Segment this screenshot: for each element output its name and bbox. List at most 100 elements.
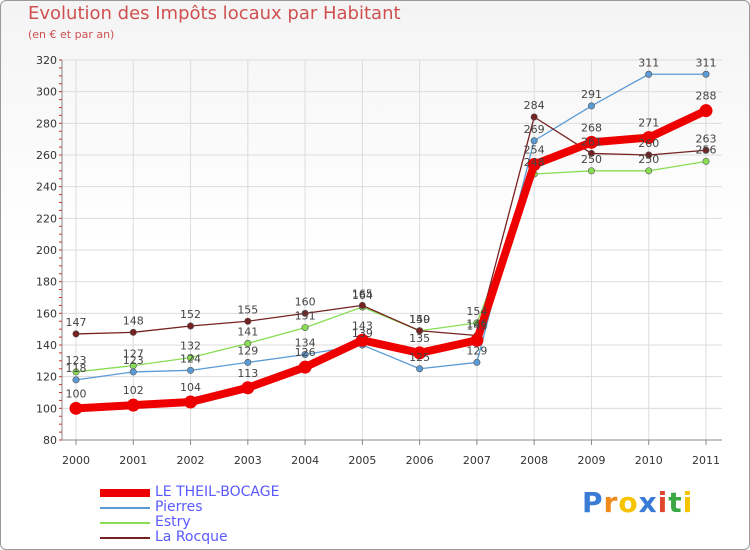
legend-swatch [100, 488, 150, 497]
data-point-2 [187, 354, 195, 362]
data-point-3 [72, 330, 80, 338]
data-point-3 [301, 309, 309, 317]
legend-swatch [100, 521, 150, 524]
data-label-3: 155 [237, 303, 258, 316]
x-tick-label: 2010 [635, 454, 663, 467]
data-label-0: 104 [180, 381, 201, 394]
data-point-0 [241, 381, 255, 395]
legend-swatch [100, 506, 150, 509]
series-line-3 [75, 116, 707, 337]
data-point-1 [129, 368, 137, 376]
data-label-0: 254 [524, 144, 545, 157]
x-tick-label: 2006 [406, 454, 434, 467]
y-tick-label: 100 [36, 402, 57, 415]
data-label-3: 261 [581, 135, 602, 148]
data-point-3 [645, 151, 653, 159]
x-tick-label: 2001 [119, 454, 147, 467]
data-label-3: 165 [352, 287, 373, 300]
data-label-1: 129 [466, 344, 487, 357]
x-tick-label: 2009 [577, 454, 605, 467]
data-label-1: 269 [524, 123, 545, 136]
data-label-2: 164 [352, 289, 373, 302]
y-tick-label: 160 [36, 307, 57, 320]
x-tick-label: 2007 [463, 454, 491, 467]
data-point-2 [129, 362, 137, 370]
data-point-1 [702, 70, 710, 78]
data-label-3: 284 [524, 99, 545, 112]
data-point-2 [645, 167, 653, 175]
series-line-2 [75, 160, 707, 373]
data-point-2 [72, 368, 80, 376]
data-label-3: 263 [696, 132, 717, 145]
data-label-3: 152 [180, 308, 201, 321]
y-tick-label: 260 [36, 149, 57, 162]
data-point-1 [473, 358, 481, 366]
data-label-2: 132 [180, 340, 201, 353]
data-label-0: 268 [581, 121, 602, 134]
y-tick-label: 320 [36, 54, 57, 67]
y-tick-label: 200 [36, 244, 57, 257]
data-label-3: 146 [466, 318, 487, 331]
data-point-3 [530, 113, 538, 121]
x-tick-label: 2008 [520, 454, 548, 467]
data-label-0: 113 [237, 367, 258, 380]
data-point-1 [530, 137, 538, 145]
data-point-3 [129, 328, 137, 336]
data-label-0: 135 [409, 332, 430, 345]
data-point-3 [587, 149, 595, 157]
data-label-1: 125 [409, 351, 430, 364]
data-label-0: 100 [66, 387, 87, 400]
data-point-3 [187, 322, 195, 330]
x-tick-label: 2011 [692, 454, 720, 467]
data-point-0 [69, 401, 83, 415]
data-point-2 [301, 324, 309, 332]
data-point-1 [645, 70, 653, 78]
data-point-1 [244, 358, 252, 366]
series-line-1 [75, 73, 707, 381]
data-label-3: 148 [123, 314, 144, 327]
data-point-0 [699, 104, 713, 118]
data-point-1 [301, 350, 309, 358]
y-tick-label: 300 [36, 86, 57, 99]
data-point-0 [642, 131, 656, 145]
data-label-2: 256 [696, 143, 717, 156]
series-line-0 [72, 106, 710, 413]
data-label-2: 248 [524, 156, 545, 169]
data-point-0 [184, 395, 198, 409]
data-label-0: 126 [295, 346, 316, 359]
data-label-3: 160 [295, 295, 316, 308]
data-point-3 [416, 327, 424, 335]
y-tick-label: 180 [36, 276, 57, 289]
data-label-0: 102 [123, 384, 144, 397]
data-label-1: 134 [295, 337, 316, 350]
data-label-2: 250 [638, 153, 659, 166]
y-tick-label: 80 [43, 434, 57, 447]
data-point-2 [244, 339, 252, 347]
x-tick-label: 2004 [291, 454, 319, 467]
data-label-1: 311 [696, 56, 717, 69]
legend-label: LE THEIL-BOCAGE [155, 484, 280, 500]
data-point-0 [470, 333, 484, 347]
data-point-1 [187, 366, 195, 374]
data-label-3: 147 [66, 316, 87, 329]
legend-swatch [100, 536, 150, 539]
data-point-0 [527, 158, 541, 171]
data-point-1 [416, 365, 424, 373]
chart-title: Evolution des Impôts locaux par Habitant [28, 3, 401, 24]
proxiti-logo: Proxiti [582, 486, 694, 519]
data-point-0 [298, 360, 312, 374]
y-tick-label: 240 [36, 181, 57, 194]
y-tick-label: 220 [36, 212, 57, 225]
chart-subtitle: (en € et par an) [28, 28, 115, 41]
data-label-2: 154 [466, 305, 487, 318]
data-label-1: 118 [66, 362, 87, 375]
data-point-2 [587, 167, 595, 175]
data-point-3 [358, 301, 366, 309]
x-tick-label: 2003 [234, 454, 262, 467]
data-label-2: 127 [123, 348, 144, 361]
data-label-2: 141 [237, 325, 258, 338]
data-point-0 [126, 398, 140, 412]
legend-label: Pierres [155, 499, 203, 515]
data-label-0: 271 [638, 117, 659, 130]
